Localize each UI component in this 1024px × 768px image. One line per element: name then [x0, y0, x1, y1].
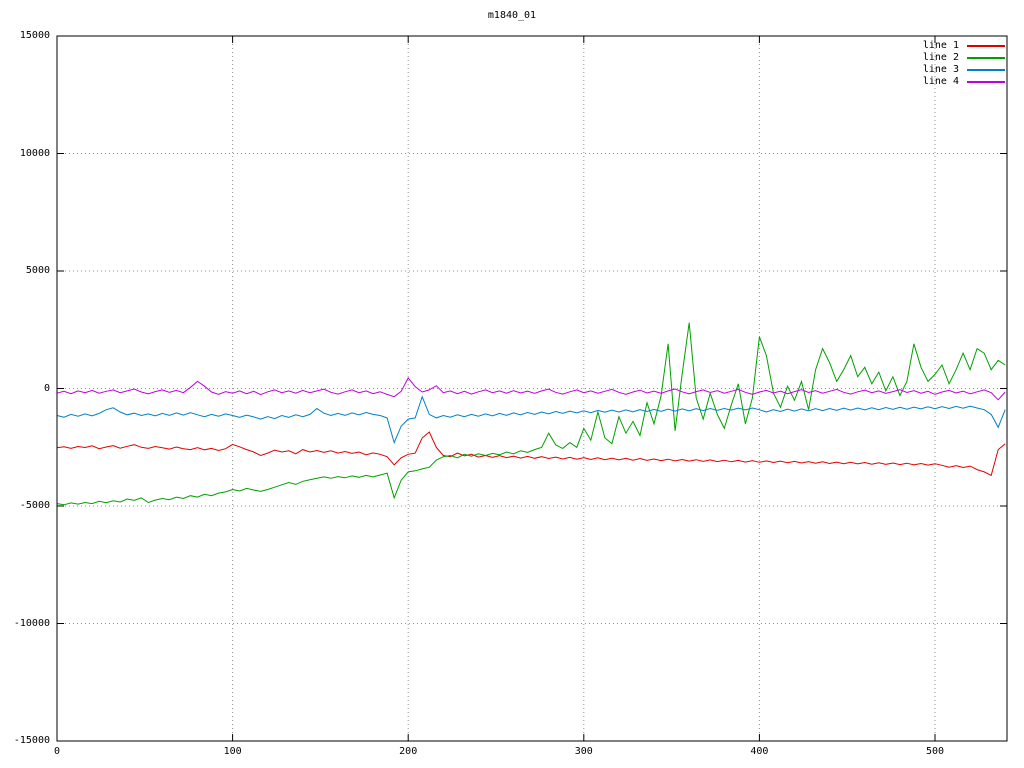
- legend-label: line 3: [922, 64, 959, 75]
- legend-entry: line 4: [923, 76, 1005, 87]
- legend-entry: line 1: [923, 40, 1005, 51]
- legend-line-sample: [967, 80, 1005, 83]
- legend-line-sample: [967, 68, 1005, 71]
- y-tick-label: 5000: [25, 265, 50, 276]
- y-tick-label: 10000: [19, 147, 50, 159]
- series-1-line: [56, 431, 1006, 477]
- legend-line-sample: [967, 44, 1005, 47]
- series-3-line: [56, 395, 1006, 445]
- plot-border: [56, 35, 1008, 742]
- x-tick-label: 500: [925, 746, 945, 757]
- x-tick-label: 0: [53, 746, 61, 757]
- x-tick-label: 100: [223, 746, 242, 757]
- y-tick-label: 15000: [19, 30, 50, 41]
- y-tick-label: -10000: [13, 617, 50, 629]
- legend-entry: line 2: [923, 52, 1005, 63]
- chart-title: m1840_01: [487, 10, 537, 21]
- y-tick-label: -5000: [19, 500, 50, 511]
- legend-label: line 4: [922, 76, 959, 87]
- legend: line 1 line 2 line 3 line 4: [923, 40, 1005, 87]
- y-tick-label: 0: [43, 382, 50, 394]
- legend-line-sample: [967, 56, 1005, 59]
- series-2-line: [56, 322, 1006, 506]
- x-tick-label: 300: [574, 746, 593, 757]
- x-tick-label: 400: [750, 746, 769, 757]
- legend-label: line 1: [922, 40, 959, 51]
- y-tick-label: -15000: [13, 735, 50, 746]
- x-tick-label: 200: [399, 746, 418, 757]
- legend-label: line 2: [922, 52, 959, 63]
- legend-entry: line 3: [923, 64, 1005, 75]
- series-4-line: [56, 376, 1006, 401]
